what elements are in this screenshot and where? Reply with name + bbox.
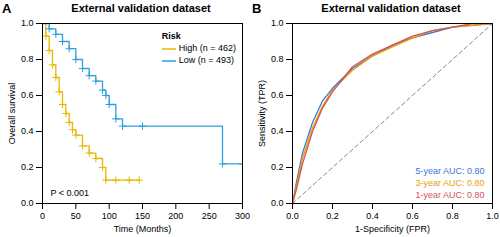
- svg-text:300: 300: [235, 211, 250, 221]
- svg-text:1-year AUC: 0.80: 1-year AUC: 0.80: [415, 190, 484, 200]
- svg-text:1.0: 1.0: [486, 211, 499, 221]
- svg-text:100: 100: [102, 211, 117, 221]
- svg-text:0.2: 0.2: [21, 162, 34, 172]
- svg-text:1.0: 1.0: [21, 18, 34, 28]
- svg-text:1.0: 1.0: [271, 18, 284, 28]
- html-text:A: A: [2, 1, 12, 16]
- html-text:External validation dataset: External validation dataset: [321, 2, 461, 14]
- svg-text:250: 250: [202, 211, 217, 221]
- svg-text:0.6: 0.6: [406, 211, 419, 221]
- svg-text:0.8: 0.8: [21, 54, 34, 64]
- svg-text:0.2: 0.2: [326, 211, 339, 221]
- svg-text:0.4: 0.4: [21, 126, 34, 136]
- svg-text:50: 50: [71, 211, 81, 221]
- html-text:Low (n = 493): Low (n = 493): [178, 55, 234, 65]
- svg-text:0.6: 0.6: [21, 90, 34, 100]
- svg-text:0: 0: [40, 211, 45, 221]
- svg-text:P < 0.001: P < 0.001: [51, 188, 90, 198]
- svg-text:0.0: 0.0: [271, 198, 284, 208]
- svg-text:0.6: 0.6: [271, 90, 284, 100]
- svg-text:0.8: 0.8: [446, 211, 459, 221]
- svg-text:1-Specificity (FPR): 1-Specificity (FPR): [355, 224, 430, 234]
- svg-text:0.4: 0.4: [366, 211, 379, 221]
- svg-text:0.0: 0.0: [286, 211, 299, 221]
- html-text:High (n = 462): High (n = 462): [178, 43, 236, 53]
- svg-text:Time (Months): Time (Months): [114, 224, 172, 234]
- svg-text:150: 150: [135, 211, 150, 221]
- svg-text:5-year AUC: 0.80: 5-year AUC: 0.80: [415, 166, 484, 176]
- svg-text:0.0: 0.0: [21, 198, 34, 208]
- svg-text:200: 200: [168, 211, 183, 221]
- svg-text:Sensitivity (TPR): Sensitivity (TPR): [257, 80, 267, 147]
- html-text:B: B: [252, 1, 262, 16]
- svg-text:0.4: 0.4: [271, 126, 284, 136]
- html-text:Risk: Risk: [161, 31, 181, 41]
- svg-text:3-year AUC: 0.80: 3-year AUC: 0.80: [415, 178, 484, 188]
- svg-text:0.8: 0.8: [271, 54, 284, 64]
- html-text:External validation dataset: External validation dataset: [71, 2, 211, 14]
- svg-text:Overall survival: Overall survival: [7, 83, 17, 145]
- svg-text:0.2: 0.2: [271, 162, 284, 172]
